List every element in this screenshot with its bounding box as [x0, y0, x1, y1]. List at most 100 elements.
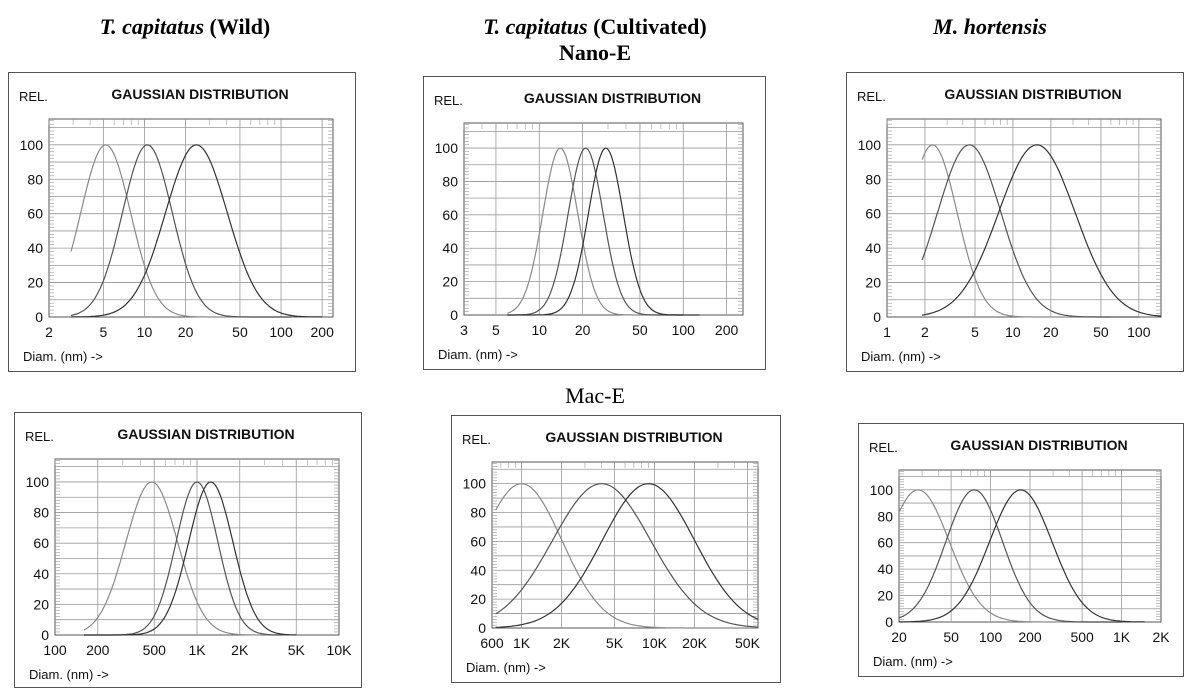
- y-axis-label: REL.: [25, 429, 54, 444]
- y-axis-label: REL.: [19, 89, 48, 104]
- x-tick-label: 20: [575, 322, 591, 338]
- y-tick-label: 80: [470, 505, 486, 521]
- series-curve-3: [495, 483, 759, 628]
- plot-frame: [463, 122, 744, 316]
- y-tick-label: 0: [35, 309, 43, 325]
- series-curve-3: [922, 144, 1162, 317]
- x-axis-label: Diam. (nm) ->: [466, 660, 546, 675]
- y-tick-label: 20: [470, 591, 486, 607]
- series-curve-2: [898, 489, 1122, 623]
- series-curve-2: [495, 483, 759, 628]
- chart-cultivated-nano: GAUSSIAN DISTRIBUTION REL. Diam. (nm) -> 0 2…: [434, 90, 744, 362]
- y-tick-label: 0: [873, 309, 881, 325]
- x-tick-label: 2K: [231, 642, 249, 658]
- y-axis-label: REL.: [857, 89, 886, 104]
- y-tick-label: 60: [27, 206, 43, 222]
- x-tick-label: 500: [1070, 629, 1094, 645]
- y-tick-label: 60: [877, 535, 893, 551]
- series-curve-1: [495, 483, 758, 629]
- y-tick-label: 80: [442, 173, 458, 189]
- y-tick-label: 100: [435, 140, 459, 156]
- y-tick-label: 20: [27, 275, 43, 291]
- y-axis-label: REL.: [869, 440, 898, 455]
- chart-panel-cultivated-nano: GAUSSIAN DISTRIBUTION REL. Diam. (nm) -> 0 2…: [423, 76, 766, 370]
- y-tick-label: 20: [33, 596, 49, 612]
- y-tick-label: 20: [865, 275, 881, 291]
- y-tick-label: 100: [858, 137, 882, 153]
- y-tick-label: 40: [33, 566, 49, 582]
- row-label-mac: Mac-E: [565, 383, 625, 408]
- y-tick-label: 40: [877, 561, 893, 577]
- x-tick-label: 1K: [1113, 629, 1131, 645]
- x-tick-label: 1K: [188, 642, 206, 658]
- y-tick-label: 100: [870, 482, 894, 498]
- x-tick-label: 5: [99, 324, 107, 340]
- x-tick-label: 10: [137, 324, 153, 340]
- chart-panel-melissa-mac: GAUSSIAN DISTRIBUTION REL. Diam. (nm) -> 0 2…: [858, 423, 1184, 677]
- header-cultivated: T. capitatus (Cultivated): [440, 14, 750, 40]
- x-tick-label: 1: [883, 324, 891, 340]
- series-curve-2: [70, 144, 292, 318]
- x-tick-label: 2K: [1152, 629, 1170, 645]
- header-melissa-species: M. hortensis: [933, 14, 1047, 39]
- row-label-nano: Nano-E: [558, 40, 632, 65]
- y-tick-label: 80: [27, 171, 43, 187]
- x-tick-label: 100: [979, 629, 1003, 645]
- x-tick-label: 5K: [288, 642, 306, 658]
- chart-title: GAUSSIAN DISTRIBUTION: [545, 429, 722, 445]
- chart-panel-wild-nano: GAUSSIAN DISTRIBUTION REL. Diam. (nm) -> 0 2…: [8, 72, 356, 372]
- x-tick-label: 50: [632, 322, 648, 338]
- header-cultivated-note: (Cultivated): [593, 14, 707, 39]
- x-tick-label: 100: [1127, 324, 1151, 340]
- y-axis-label: REL.: [462, 432, 491, 447]
- y-tick-label: 60: [33, 535, 49, 551]
- y-tick-label: 0: [450, 307, 458, 323]
- chart-title: GAUSSIAN DISTRIBUTION: [117, 426, 294, 442]
- x-tick-label: 3: [460, 322, 468, 338]
- x-axis-label: Diam. (nm) ->: [23, 349, 103, 364]
- x-tick-label: 50: [232, 324, 248, 340]
- x-tick-label: 20: [891, 629, 907, 645]
- x-axis-label: Diam. (nm) ->: [438, 347, 518, 362]
- x-tick-label: 5K: [606, 635, 624, 651]
- chart-panel-melissa-nano: GAUSSIAN DISTRIBUTION REL. Diam. (nm) -> 0 2…: [846, 72, 1184, 372]
- series-curve-3: [70, 144, 323, 318]
- y-tick-label: 80: [33, 505, 49, 521]
- y-tick-label: 0: [885, 614, 893, 630]
- chart-panel-cultivated-mac: GAUSSIAN DISTRIBUTION REL. Diam. (nm) -> 0 2…: [451, 415, 781, 683]
- x-tick-label: 100: [43, 642, 67, 658]
- y-tick-label: 40: [470, 562, 486, 578]
- y-tick-label: 100: [20, 137, 44, 153]
- y-tick-label: 40: [442, 240, 458, 256]
- x-axis-label: Diam. (nm) ->: [861, 349, 941, 364]
- y-tick-label: 40: [865, 240, 881, 256]
- x-tick-label: 200: [1018, 629, 1042, 645]
- y-tick-label: 40: [27, 240, 43, 256]
- x-tick-label: 10K: [642, 635, 668, 651]
- x-tick-label: 5: [971, 324, 979, 340]
- x-tick-label: 20: [1043, 324, 1059, 340]
- x-tick-label: 10: [1005, 324, 1021, 340]
- x-tick-label: 1K: [513, 635, 531, 651]
- x-tick-label: 50K: [735, 635, 761, 651]
- x-tick-label: 100: [672, 322, 696, 338]
- y-tick-label: 20: [442, 274, 458, 290]
- y-tick-label: 60: [442, 207, 458, 223]
- chart-title: GAUSSIAN DISTRIBUTION: [524, 90, 701, 106]
- y-tick-label: 0: [478, 620, 486, 636]
- chart-melissa-nano: GAUSSIAN DISTRIBUTION REL. Diam. (nm) -> 0 2…: [857, 86, 1162, 364]
- plot-frame: [48, 118, 334, 318]
- y-tick-label: 100: [26, 474, 50, 490]
- series-curve-3: [899, 489, 1145, 623]
- y-tick-label: 80: [865, 171, 881, 187]
- x-tick-label: 20K: [682, 635, 708, 651]
- header-wild-note: (Wild): [209, 14, 271, 39]
- y-tick-label: 60: [470, 533, 486, 549]
- x-tick-label: 10: [531, 322, 547, 338]
- x-tick-label: 50: [1093, 324, 1109, 340]
- y-tick-label: 100: [463, 476, 487, 492]
- header-cultivated-species: T. capitatus: [483, 14, 588, 39]
- x-tick-label: 100: [269, 324, 293, 340]
- header-wild-species: T. capitatus: [99, 14, 205, 39]
